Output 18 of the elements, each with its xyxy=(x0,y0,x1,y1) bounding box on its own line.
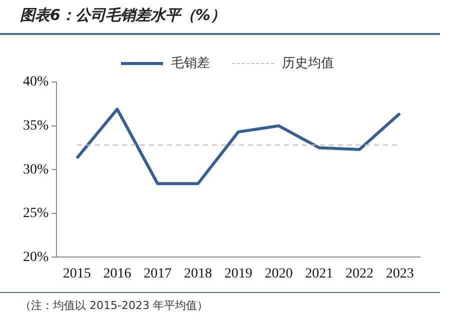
x-tick-label: 2023 xyxy=(386,266,414,282)
text: （注：均值以 2015-2023 年平均值） xyxy=(20,298,208,313)
y-tick-label: 25% xyxy=(22,206,49,222)
x-tick-label: 2022 xyxy=(345,266,374,282)
y-tick-label: 30% xyxy=(22,162,49,178)
x-tick-label: 2016 xyxy=(103,266,132,282)
x-tick-label: 2017 xyxy=(144,266,172,282)
x-tick-label: 2015 xyxy=(62,266,91,282)
y-tick-label: 20% xyxy=(22,250,49,265)
y-tick-label: 40% xyxy=(22,74,49,90)
x-tick-label: 2021 xyxy=(305,266,334,282)
y-tick-label: 35% xyxy=(22,118,49,134)
chart-title: 图表6：公司毛销差水平（%） xyxy=(20,6,226,25)
legend-label: 历史均值 xyxy=(282,55,334,72)
x-tick-label: 2020 xyxy=(264,266,293,282)
x-tick-label: 2018 xyxy=(184,266,212,282)
legend-label: 毛销差 xyxy=(171,55,210,72)
x-tick-label: 2019 xyxy=(224,266,252,282)
